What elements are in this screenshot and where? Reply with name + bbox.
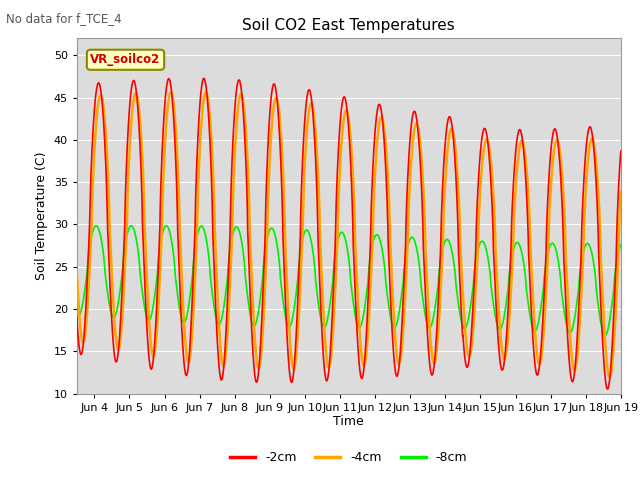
- Legend: -2cm, -4cm, -8cm: -2cm, -4cm, -8cm: [225, 446, 472, 469]
- Title: Soil CO2 East Temperatures: Soil CO2 East Temperatures: [243, 18, 455, 33]
- X-axis label: Time: Time: [333, 415, 364, 429]
- Y-axis label: Soil Temperature (C): Soil Temperature (C): [35, 152, 48, 280]
- Text: No data for f_TCE_4: No data for f_TCE_4: [6, 12, 122, 25]
- Text: VR_soilco2: VR_soilco2: [90, 53, 161, 66]
